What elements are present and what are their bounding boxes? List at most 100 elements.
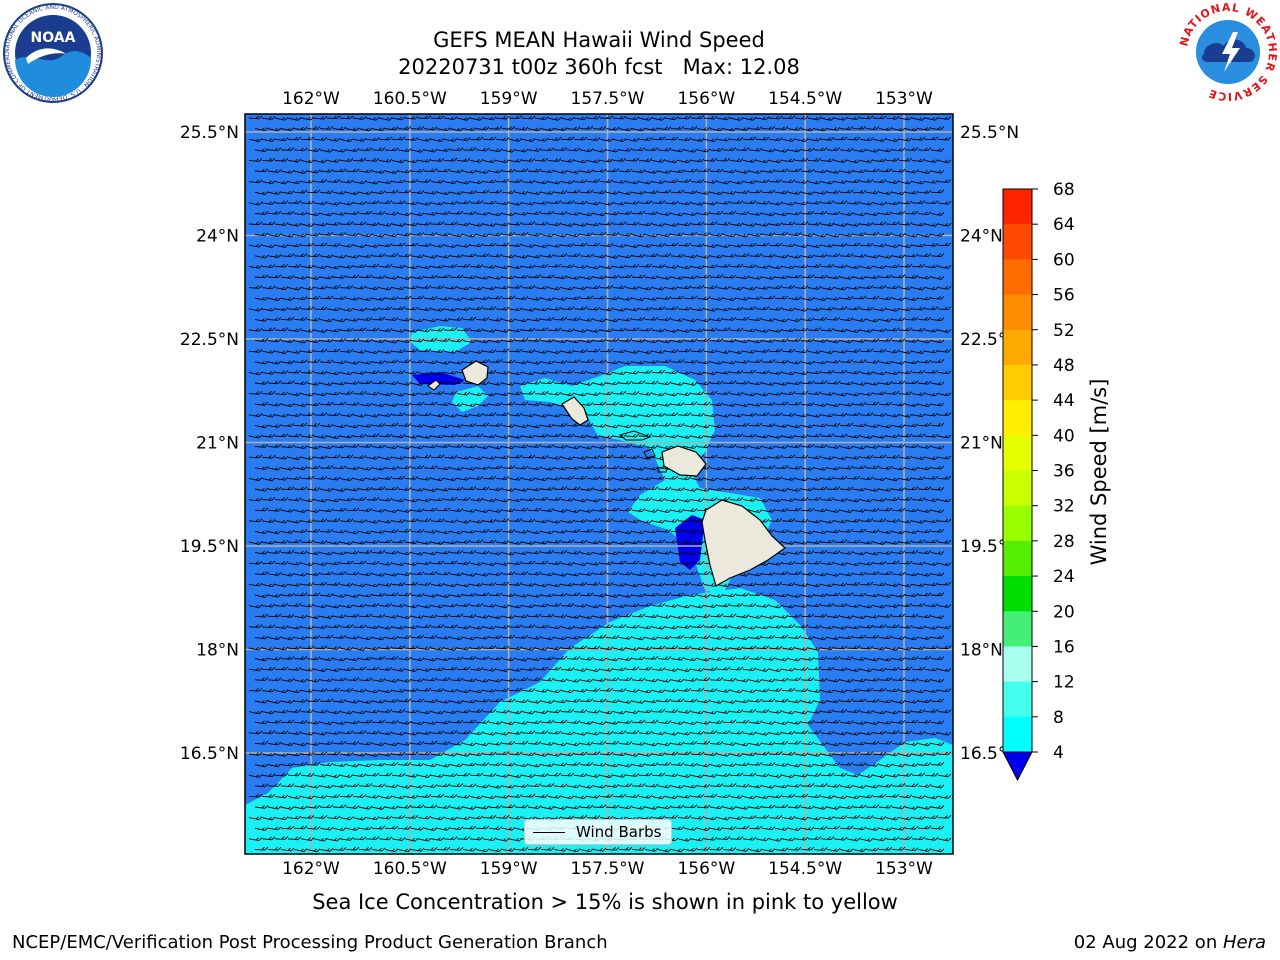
wind-barb — [540, 316, 555, 321]
wind-barb — [384, 550, 399, 555]
wind-barb — [430, 349, 445, 353]
wind-barb — [397, 572, 412, 576]
wind-barb — [690, 201, 705, 206]
wind-barb — [280, 360, 295, 364]
wind-barb — [365, 391, 380, 396]
wind-barb — [677, 328, 692, 333]
wind-barb — [917, 466, 932, 471]
wind-barb — [807, 307, 822, 312]
wind-barb — [449, 233, 464, 238]
wind-barb — [391, 349, 406, 354]
wind-barb — [690, 221, 705, 226]
wind-barb — [924, 116, 939, 121]
wind-barb — [865, 231, 880, 236]
wind-barb — [482, 392, 497, 397]
wind-barb — [248, 454, 263, 459]
wind-barb — [267, 127, 282, 132]
wind-barb — [514, 211, 529, 216]
wind-barb — [547, 497, 562, 501]
wind-barb — [651, 539, 666, 544]
wind-barb — [397, 232, 412, 237]
wind-barb — [742, 603, 757, 607]
wind-barb — [332, 571, 347, 575]
wind-barb — [274, 244, 289, 248]
wind-barb — [443, 496, 458, 501]
wind-barb — [683, 508, 698, 512]
wind-barb — [586, 476, 601, 480]
wind-barb — [618, 317, 633, 322]
wind-barb — [592, 445, 607, 449]
wind-barb — [638, 306, 653, 311]
wind-barb — [267, 360, 282, 365]
wind-barb — [378, 222, 393, 227]
wind-barb — [618, 487, 633, 492]
wind-barb — [664, 581, 679, 586]
wind-barb — [872, 328, 887, 332]
wind-barb — [345, 296, 360, 301]
wind-barb — [657, 339, 672, 344]
wind-barb — [423, 401, 438, 406]
wind-barb — [820, 391, 835, 396]
wind-barb — [729, 413, 744, 418]
wind-barb — [651, 392, 666, 397]
wind-barb — [443, 540, 458, 545]
wind-barb — [306, 509, 321, 513]
wind-barb — [579, 212, 594, 217]
wind-barb — [410, 465, 425, 469]
lat-tick-label-left: 25.5°N — [180, 123, 239, 143]
wind-barb — [917, 529, 932, 534]
wind-barb — [488, 253, 503, 258]
wind-barb — [800, 487, 815, 492]
wind-barb — [683, 295, 698, 300]
wind-barb — [501, 231, 516, 236]
wind-barb — [820, 263, 835, 268]
wind-barb — [378, 286, 393, 291]
wind-barb — [514, 148, 529, 153]
wind-barb — [774, 445, 789, 449]
wind-barb — [527, 147, 542, 152]
wind-barb — [878, 424, 893, 429]
wind-barb — [527, 380, 542, 385]
wind-barb — [657, 189, 672, 194]
wind-barb — [267, 191, 282, 195]
wind-barb — [878, 168, 893, 173]
lat-tick-label-left: 22.5°N — [180, 330, 239, 350]
wind-barb — [729, 369, 744, 374]
wind-barb — [423, 360, 438, 365]
wind-barb — [547, 180, 562, 185]
wind-barb — [339, 454, 354, 459]
wind-barb — [644, 403, 659, 408]
wind-barb — [378, 456, 393, 461]
wind-barb — [573, 475, 588, 480]
lon-tick-label-top: 159°W — [480, 89, 538, 109]
wind-barb — [878, 594, 893, 598]
wind-barb — [352, 349, 367, 354]
wind-barb — [839, 528, 854, 533]
wind-barb — [683, 423, 698, 428]
wind-barb — [859, 328, 874, 333]
wind-barb — [787, 381, 802, 386]
wind-barb — [839, 232, 854, 237]
wind-barb — [534, 540, 549, 545]
wind-barb — [891, 317, 906, 322]
wind-barb — [592, 318, 607, 323]
wind-barb — [261, 583, 276, 588]
wind-barb — [339, 327, 354, 332]
wind-barb — [430, 371, 445, 376]
wind-barb — [748, 147, 763, 152]
wind-barb — [449, 360, 464, 365]
wind-barb — [885, 497, 900, 501]
wind-barb — [495, 159, 510, 164]
wind-barb — [612, 518, 627, 523]
wind-barb — [664, 264, 679, 269]
wind-barb — [670, 508, 685, 513]
wind-barb — [716, 157, 731, 162]
wind-barb — [326, 581, 341, 586]
wind-barb — [930, 232, 945, 237]
wind-barb — [423, 190, 438, 195]
wind-barb — [748, 189, 763, 194]
wind-barb — [313, 392, 328, 397]
wind-barb — [683, 231, 698, 236]
wind-barb — [612, 497, 627, 502]
wind-barb — [807, 221, 822, 226]
